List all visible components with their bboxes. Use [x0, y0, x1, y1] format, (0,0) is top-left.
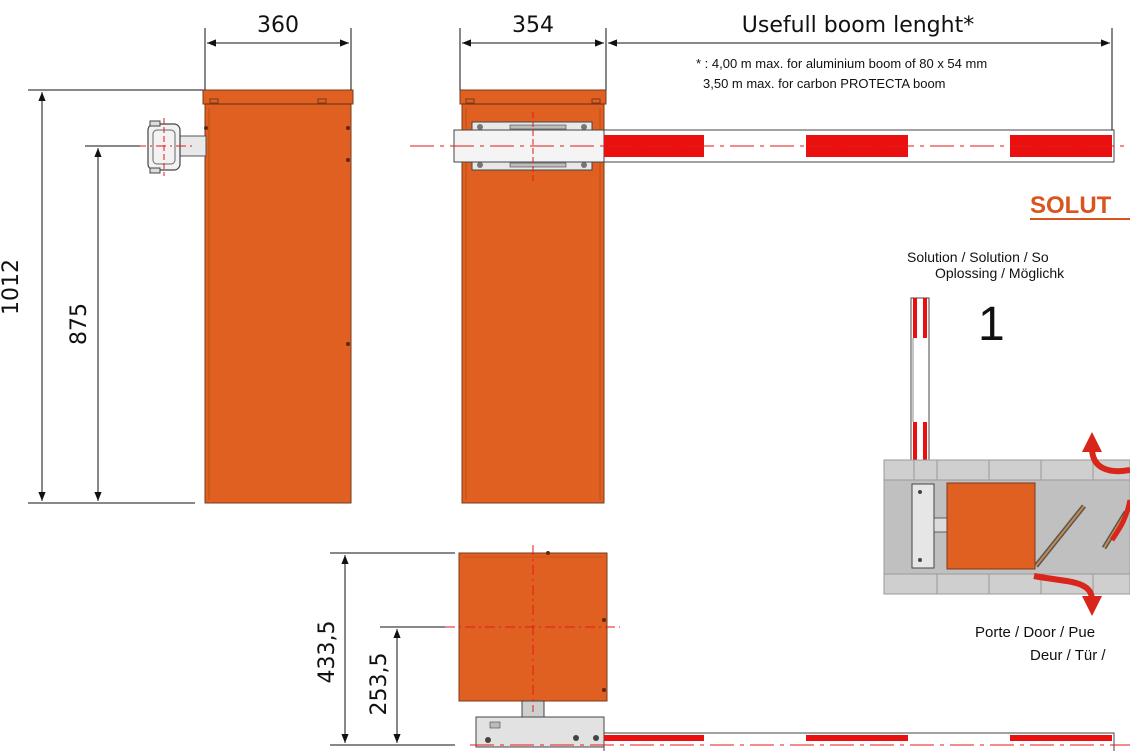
solution-subtitle-2: Oplossing / Möglichk	[935, 265, 1065, 281]
door-label-1: Porte / Door / Pue	[975, 624, 1095, 641]
front-view	[453, 89, 607, 504]
footnote-line-2: 3,50 m max. for carbon PROTECTA boom	[703, 76, 946, 91]
solution-panel: SOLUT Solution / Solution / So Oplossing…	[883, 192, 1130, 664]
side-housing	[204, 102, 352, 504]
side-view	[136, 89, 354, 504]
dim-width-side: 360	[257, 13, 299, 38]
dim-height-axis: 875	[67, 303, 92, 345]
door-label-2: Deur / Tür /	[1030, 647, 1106, 664]
solution-subtitle-1: Solution / Solution / So	[907, 249, 1049, 265]
front-cap	[459, 89, 607, 105]
dim-top-depth: 433,5	[315, 621, 340, 684]
dim-width-front: 354	[512, 13, 554, 38]
footnote-line-1: * : 4,00 m max. for aluminium boom of 80…	[696, 56, 987, 71]
dim-top-axis: 253,5	[367, 653, 392, 716]
solution-number: 1	[978, 298, 1005, 351]
top-view	[445, 545, 1130, 751]
solution-housing	[946, 482, 1036, 570]
side-cap	[202, 89, 354, 105]
side-boom-holder	[147, 120, 207, 174]
solution-title: SOLUT	[1030, 192, 1112, 219]
dim-boom-length: Usefull boom lenght*	[742, 13, 974, 38]
dimension-lines	[28, 28, 1113, 746]
dim-height-total: 1012	[0, 259, 24, 315]
